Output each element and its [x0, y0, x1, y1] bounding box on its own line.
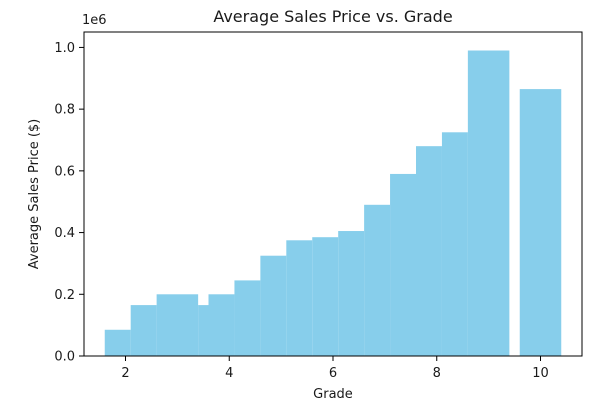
bar-13 [416, 146, 442, 356]
y-axis-offset-label: 1e6 [82, 13, 107, 28]
chart-title: Average Sales Price vs. Grade [213, 7, 452, 26]
bars-layer [104, 50, 562, 356]
x-tick-label: 10 [532, 366, 549, 381]
y-tick-label: 0.4 [54, 226, 75, 241]
y-axis-label: Average Sales Price ($) [27, 119, 42, 270]
y-tick-label: 0.0 [54, 350, 75, 365]
bar-10 [338, 231, 365, 356]
x-tick-label: 6 [329, 366, 337, 381]
y-tick-label: 0.6 [54, 164, 75, 179]
bar-9 [312, 237, 339, 356]
bar-7 [260, 255, 287, 356]
x-tick-label: 8 [433, 366, 441, 381]
x-tick-label: 2 [121, 366, 129, 381]
bar-16 [519, 89, 562, 356]
x-tick-label: 4 [225, 366, 233, 381]
bar-12 [390, 173, 416, 356]
bar-8 [286, 240, 313, 356]
bar-3 [156, 294, 199, 356]
bar-4 [198, 305, 209, 356]
y-tick-label: 0.8 [54, 103, 75, 118]
bar-15 [467, 50, 510, 356]
bar-6 [234, 280, 261, 356]
bar-14 [441, 132, 468, 356]
bar-1 [104, 329, 131, 356]
bar-11 [364, 204, 391, 356]
bar-5 [208, 294, 235, 356]
bar-2 [130, 305, 157, 356]
y-tick-label: 1.0 [54, 41, 75, 56]
axes-layer: 2 4 6 8 10 0.0 0.2 0.4 0.6 0.8 1.0 [54, 31, 583, 381]
x-axis-label: Grade [313, 387, 353, 402]
y-tick-label: 0.2 [54, 288, 75, 303]
